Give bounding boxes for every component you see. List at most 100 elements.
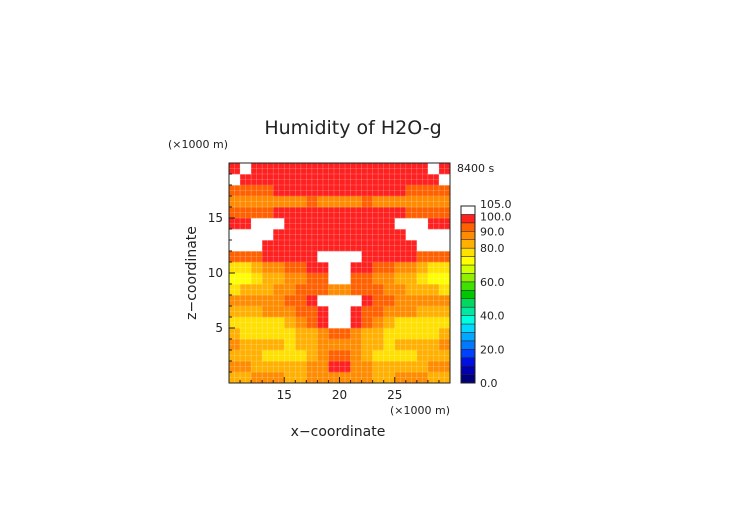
heatmap-cell <box>438 207 451 219</box>
heatmap-cell <box>427 328 440 340</box>
heatmap-cell <box>284 328 296 340</box>
y-unit-label: (×1000 m) <box>168 138 228 151</box>
heatmap-cell <box>295 196 307 208</box>
heatmap-cell <box>306 295 318 307</box>
heatmap-cell <box>438 273 451 285</box>
heatmap-cell <box>284 185 296 197</box>
heatmap-cell <box>240 317 252 329</box>
heatmap-cell <box>361 273 373 285</box>
colorbar-frame <box>460 205 476 384</box>
heatmap-cell <box>339 350 351 362</box>
colorbar-swatch <box>460 323 476 333</box>
heatmap-cell <box>284 240 296 252</box>
heatmap-cell <box>229 350 241 362</box>
heatmap-cell <box>372 218 384 230</box>
heatmap-cell <box>394 372 407 384</box>
heatmap-cell <box>317 317 329 329</box>
heatmap-cell <box>273 262 285 274</box>
heatmap-cell <box>361 207 373 219</box>
heatmap-cell <box>251 240 263 252</box>
heatmap-cell <box>328 372 340 384</box>
heatmap-cell <box>416 284 429 296</box>
heatmap-cell <box>328 174 340 186</box>
heatmap-cell <box>229 240 241 252</box>
heatmap-cell <box>273 174 285 186</box>
heatmap-cell <box>383 372 396 384</box>
heatmap-cells <box>229 163 451 384</box>
heatmap-cell <box>284 339 296 351</box>
colorbar-swatch <box>460 239 476 249</box>
heatmap-cell <box>317 196 329 208</box>
heatmap-cell <box>361 163 373 175</box>
colorbar-tick-label: 40.0 <box>480 310 505 323</box>
heatmap-cell <box>438 361 451 373</box>
heatmap-cell <box>383 251 396 263</box>
heatmap-cell <box>339 284 351 296</box>
heatmap-cell <box>416 361 429 373</box>
heatmap-cell <box>394 317 407 329</box>
heatmap-cell <box>328 284 340 296</box>
heatmap-cell <box>273 361 285 373</box>
heatmap-cell <box>306 262 318 274</box>
heatmap-cell <box>240 273 252 285</box>
heatmap-cell <box>317 207 329 219</box>
heatmap-cell <box>251 185 263 197</box>
heatmap-cell <box>427 273 440 285</box>
heatmap-cell <box>229 262 241 274</box>
heatmap-cell <box>361 339 373 351</box>
heatmap-cell <box>251 372 263 384</box>
heatmap-cell <box>273 372 285 384</box>
heatmap-cell <box>251 196 263 208</box>
heatmap-cell <box>350 317 362 329</box>
heatmap-cell <box>339 185 351 197</box>
heatmap-cell <box>240 262 252 274</box>
heatmap-cell <box>229 328 241 340</box>
heatmap-cell <box>328 306 340 318</box>
heatmap-cell <box>328 207 340 219</box>
heatmap-cell <box>339 251 351 263</box>
heatmap-cell <box>273 240 285 252</box>
heatmap-cell <box>438 163 451 175</box>
heatmap-cell <box>240 185 252 197</box>
heatmap-cell <box>372 229 384 241</box>
heatmap-cell <box>350 174 362 186</box>
heatmap-cell <box>240 284 252 296</box>
heatmap-cell <box>416 174 429 186</box>
colorbar-tick-label: 80.0 <box>480 242 505 255</box>
heatmap-cell <box>361 185 373 197</box>
heatmap-cell <box>229 273 241 285</box>
heatmap-cell <box>383 317 396 329</box>
heatmap-cell <box>229 174 241 186</box>
heatmap-cell <box>405 229 418 241</box>
heatmap-cell <box>306 207 318 219</box>
heatmap-cell <box>339 295 351 307</box>
heatmap-cell <box>361 350 373 362</box>
heatmap-cell <box>328 218 340 230</box>
heatmap-cell <box>229 207 241 219</box>
colorbar-swatch <box>460 365 476 375</box>
heatmap-cell <box>394 240 407 252</box>
heatmap-cell <box>416 328 429 340</box>
heatmap-cell <box>405 251 418 263</box>
heatmap-cell <box>262 218 274 230</box>
colorbar-swatch <box>460 247 476 257</box>
heatmap-cell <box>262 185 274 197</box>
heatmap-cell <box>328 251 340 263</box>
heatmap-cell <box>394 229 407 241</box>
heatmap-cell <box>438 240 451 252</box>
heatmap-cell <box>350 185 362 197</box>
heatmap-cell <box>339 262 351 274</box>
heatmap-cell <box>405 163 418 175</box>
heatmap-cell <box>317 306 329 318</box>
heatmap-cell <box>240 196 252 208</box>
heatmap-cell <box>383 295 396 307</box>
heatmap-cell <box>273 306 285 318</box>
heatmap-cell <box>251 317 263 329</box>
heatmap-cell <box>350 295 362 307</box>
heatmap-cell <box>350 372 362 384</box>
heatmap-cell <box>317 174 329 186</box>
heatmap-cell <box>317 229 329 241</box>
heatmap-cell <box>317 251 329 263</box>
heatmap-cell <box>405 361 418 373</box>
heatmap-cell <box>273 328 285 340</box>
